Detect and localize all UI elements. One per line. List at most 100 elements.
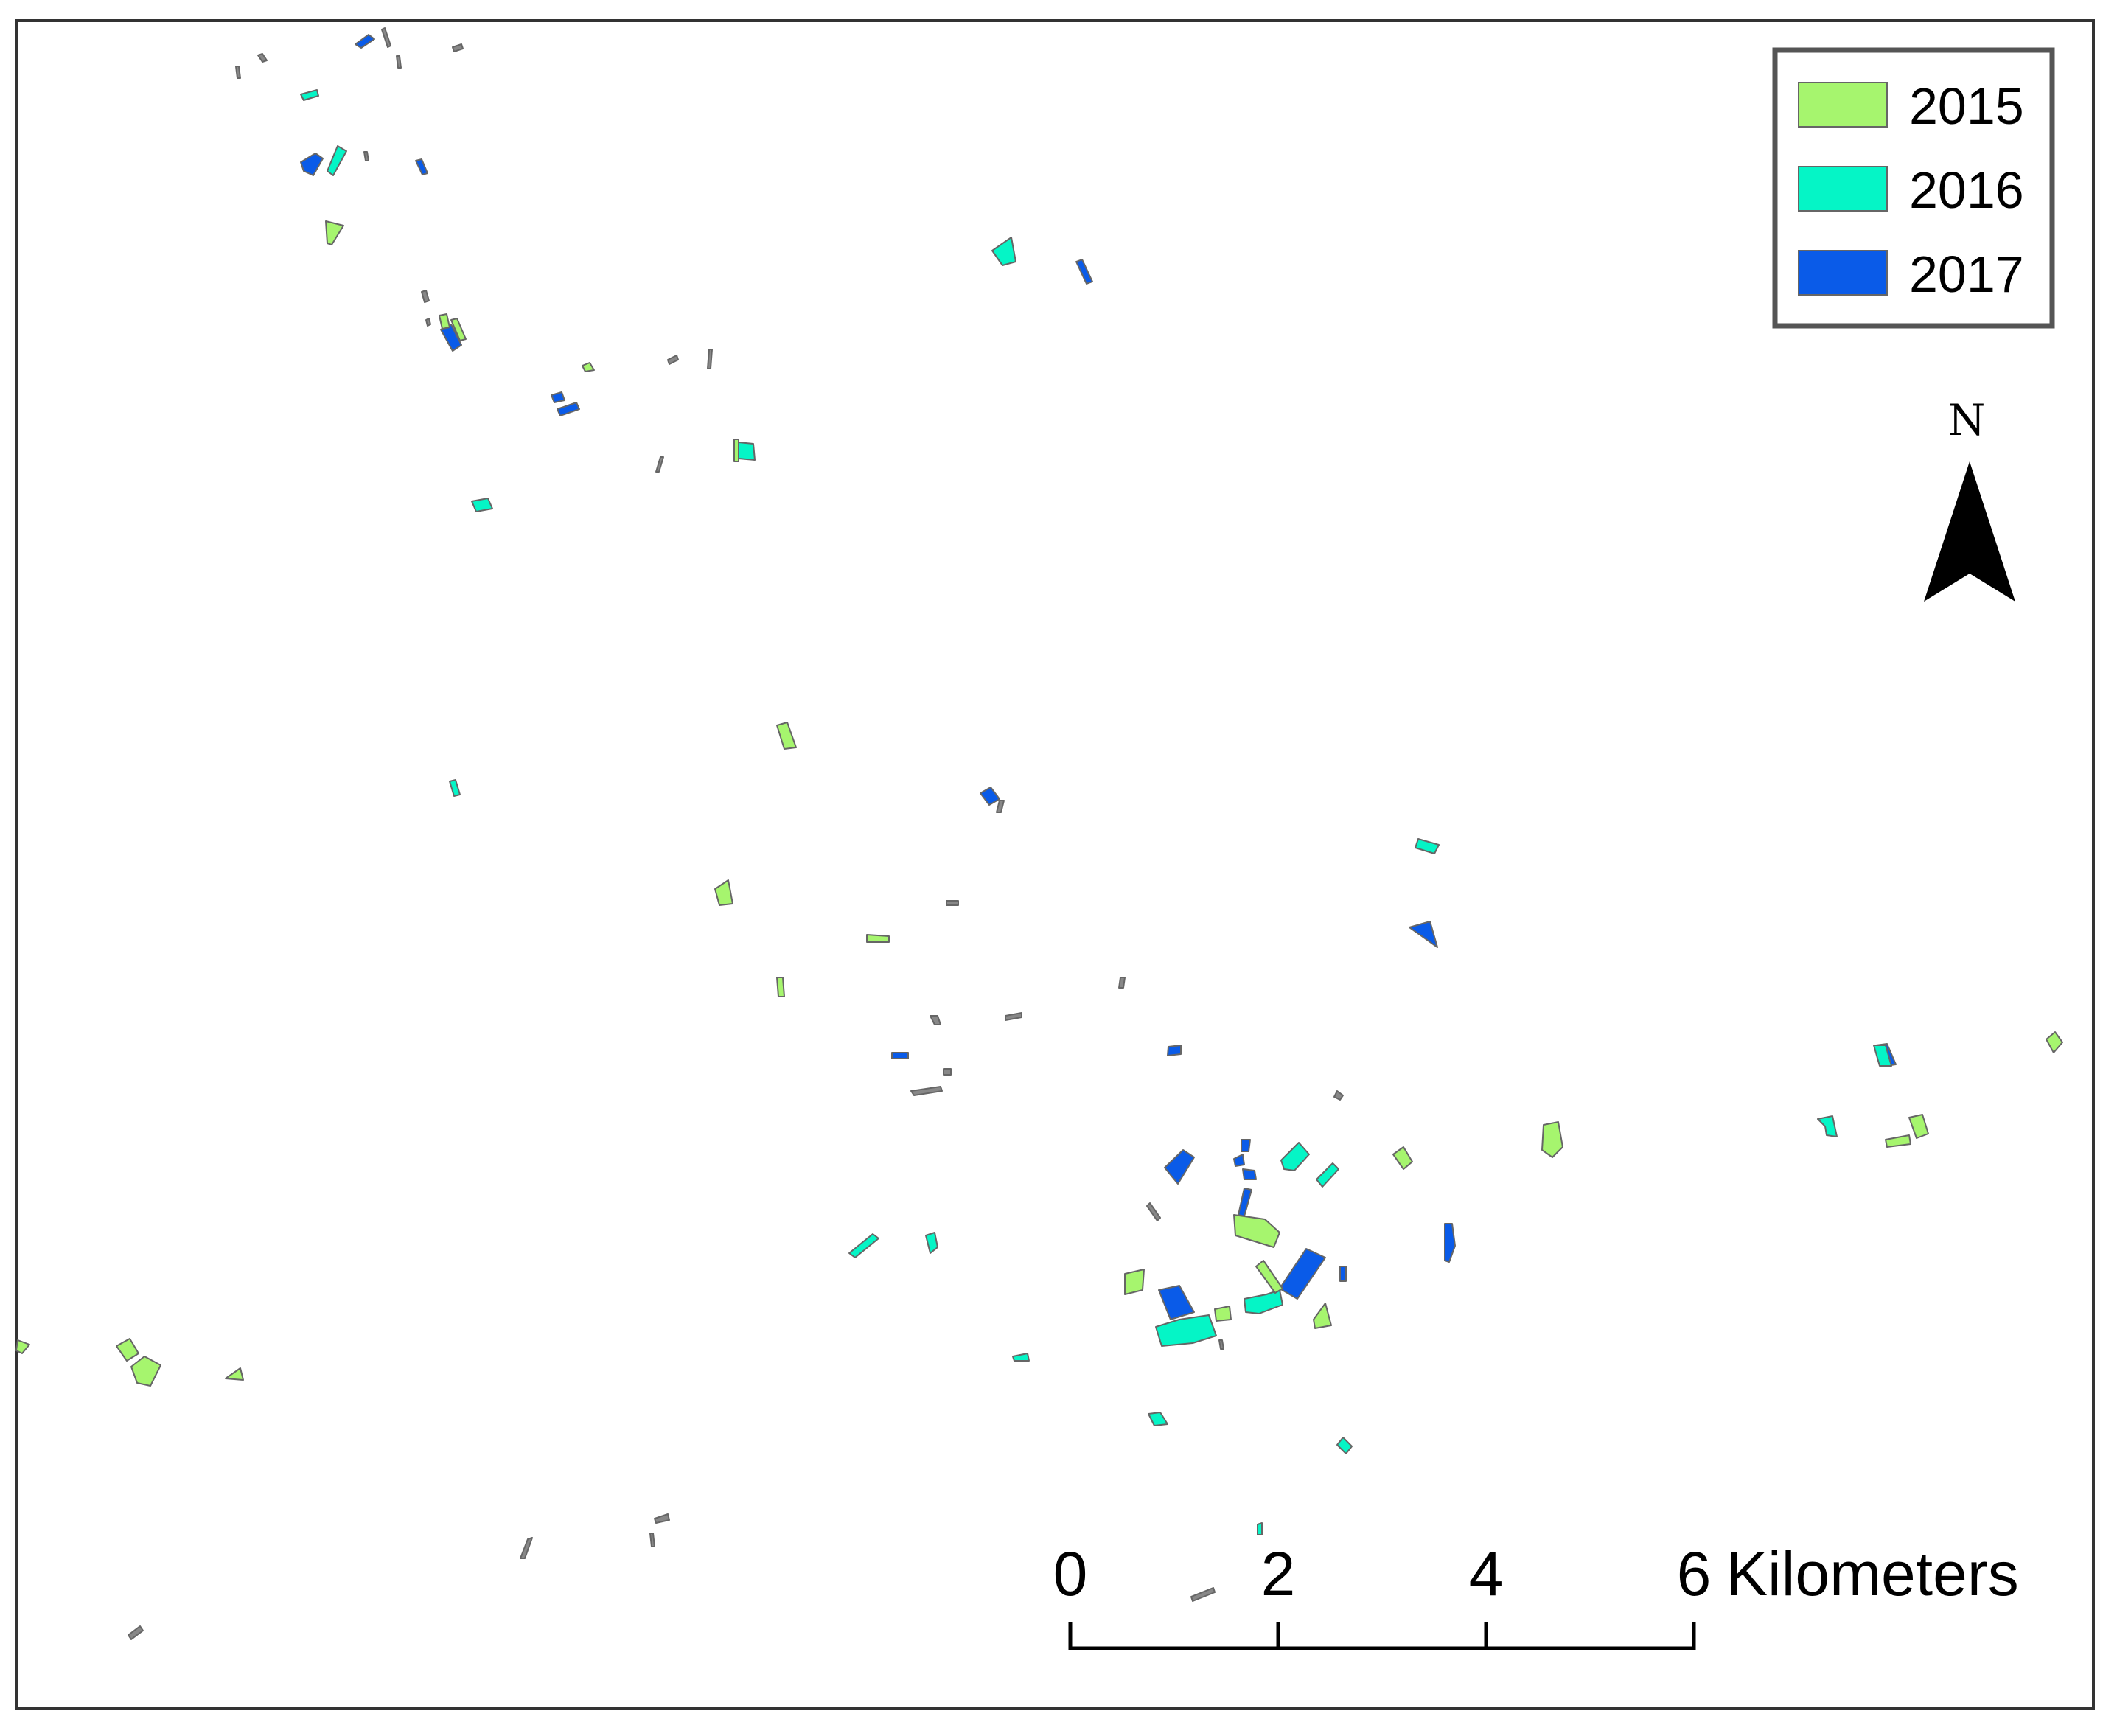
parcel-2017: [1409, 921, 1438, 948]
scale-tick-2: 2: [1261, 1539, 1296, 1608]
parcel-2017: [551, 391, 565, 403]
parcel-sliver: [520, 1537, 533, 1559]
legend: 2015 2016 2017: [1772, 47, 2055, 329]
parcel-2017: [1241, 1139, 1251, 1152]
parcel-2016: [449, 779, 461, 797]
parcel-2016: [1316, 1162, 1339, 1188]
parcel-2015: [776, 722, 797, 750]
legend-label-2015: 2015: [1909, 77, 2024, 135]
scale-tick-6: 6: [1677, 1539, 1712, 1608]
parcel-2015: [1392, 1146, 1413, 1170]
parcel-2015: [866, 934, 890, 943]
parcel-2017: [415, 158, 428, 175]
scale-tick-4: 4: [1469, 1539, 1504, 1608]
legend-swatch-2015: [1798, 82, 1888, 128]
parcel-sliver: [1190, 1587, 1216, 1602]
parcel-sliver: [930, 1015, 941, 1025]
parcel-2016: [1148, 1412, 1168, 1426]
parcel-sliver: [1146, 1202, 1161, 1221]
parcel-sliver: [1005, 1012, 1022, 1021]
parcel-2016: [925, 1232, 938, 1254]
parcel-2016: [1415, 838, 1440, 854]
parcel-2017: [355, 34, 375, 49]
parcel-sliver: [257, 53, 268, 63]
parcel-sliver: [363, 151, 369, 161]
parcels-layer: [15, 27, 2063, 1640]
scale-bar: 0 2 4 6 Kilometers: [1053, 1539, 2019, 1650]
parcel-2016: [1280, 1142, 1310, 1171]
parcel-2015: [130, 1356, 161, 1387]
parcel-2017: [980, 787, 1000, 806]
parcel-sliver: [667, 355, 679, 365]
legend-label-2016: 2016: [1909, 161, 2024, 219]
parcel-sliver: [707, 349, 713, 369]
map-frame: [15, 19, 2095, 1710]
parcel-2016: [848, 1233, 879, 1258]
parcel-sliver: [654, 1513, 670, 1524]
parcel-2015: [1908, 1114, 1929, 1139]
parcel-2017: [891, 1052, 909, 1059]
parcel-2016: [327, 145, 347, 176]
parcels-2016: [300, 89, 1892, 1535]
parcels-2015: [15, 220, 2063, 1387]
legend-item-2015: 2015: [1798, 77, 2024, 135]
parcel-sliver: [425, 318, 431, 327]
parcel-2017: [1167, 1045, 1182, 1056]
parcel-sliver: [452, 43, 464, 52]
parcel-sliver: [649, 1533, 655, 1547]
parcel-2015: [1541, 1121, 1563, 1158]
scale-tick-0: 0: [1053, 1539, 1088, 1608]
parcel-2015: [1233, 1214, 1280, 1248]
parcel-2017: [1233, 1154, 1245, 1167]
parcel-2017: [1279, 1248, 1326, 1300]
parcel-2017: [300, 153, 324, 176]
parcel-sliver: [1218, 1339, 1224, 1350]
parcel-sliver: [910, 1086, 943, 1096]
parcel-2016: [991, 237, 1016, 266]
parcel-sliver: [996, 800, 1005, 813]
parcel-sliver: [943, 1068, 952, 1076]
parcel-2016: [1012, 1353, 1030, 1362]
parcel-sliver: [235, 66, 241, 79]
parcel-2015: [1255, 1260, 1283, 1294]
parcel-2017: [1164, 1149, 1195, 1185]
legend-swatch-2017: [1798, 250, 1888, 296]
legend-item-2017: 2017: [1798, 245, 2024, 303]
parcel-2017: [1075, 259, 1093, 285]
scale-unit: Kilometers: [1726, 1539, 2019, 1608]
parcel-sliver: [946, 900, 959, 906]
north-arrow: N: [1924, 395, 2015, 602]
parcel-2015: [439, 313, 450, 330]
parcel-2016: [1244, 1289, 1283, 1314]
parcel-sliver: [128, 1625, 144, 1640]
parcel-sliver: [381, 27, 391, 48]
parcel-2017: [1242, 1168, 1257, 1180]
parcel-2015: [1885, 1134, 1911, 1148]
parcel-2017: [1158, 1285, 1195, 1320]
parcel-2015: [1124, 1269, 1145, 1295]
parcel-2015: [2046, 1031, 2063, 1053]
north-arrow-icon: [1924, 461, 2015, 602]
parcel-2017: [557, 402, 580, 416]
north-label: N: [1948, 395, 1986, 445]
parcel-2016: [1873, 1045, 1892, 1067]
parcel-2015: [733, 439, 739, 462]
legend-label-2017: 2017: [1909, 245, 2024, 303]
parcel-2017: [1339, 1266, 1347, 1282]
parcel-2015: [450, 318, 467, 341]
parcel-2015: [225, 1367, 244, 1381]
parcel-2016: [300, 89, 319, 101]
parcels-2017: [300, 34, 1897, 1320]
parcel-sliver: [1118, 977, 1126, 989]
parcel-2015: [714, 879, 733, 906]
scale-bar-line: [1068, 1622, 1696, 1650]
parcel-2015: [1214, 1306, 1232, 1322]
parcel-2017: [1444, 1223, 1456, 1263]
legend-item-2016: 2016: [1798, 161, 2024, 219]
parcel-2016: [1336, 1437, 1353, 1454]
parcels-slivers: [128, 27, 1344, 1640]
parcel-2015: [776, 977, 785, 997]
parcel-2015: [325, 220, 344, 245]
parcel-2016: [738, 442, 756, 461]
parcel-2015: [116, 1338, 139, 1362]
